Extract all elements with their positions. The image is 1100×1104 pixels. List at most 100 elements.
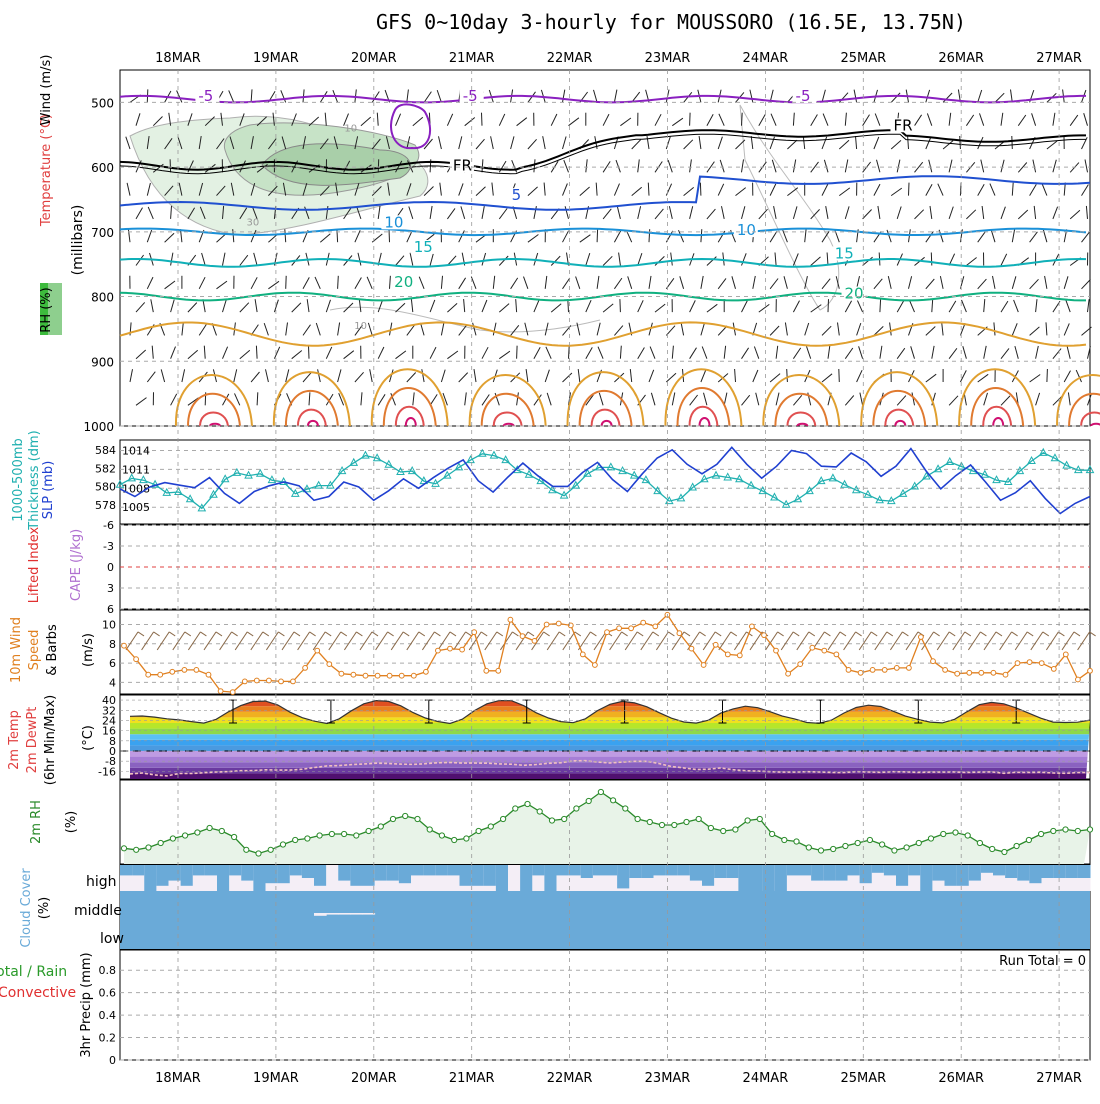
high-cloud-bar	[144, 865, 157, 891]
high-cloud-bar	[520, 865, 533, 891]
svg-text:2m Temp: 2m Temp	[7, 710, 22, 770]
wind10m-marker	[122, 643, 127, 648]
svg-text:Speed: Speed	[27, 630, 42, 671]
wind10m-marker	[991, 670, 996, 675]
middle-cloud-gap	[314, 913, 327, 916]
wind-barb	[828, 299, 829, 312]
rh2m-marker	[598, 789, 603, 794]
wind10m-marker	[568, 623, 573, 628]
high-cloud-bar	[302, 865, 315, 878]
wind10m-marker	[580, 652, 585, 657]
high-cloud-bar	[290, 865, 303, 875]
svg-text:RH (%): RH (%)	[39, 287, 54, 332]
wind-tick-label: 6	[109, 657, 116, 670]
wind-barb	[960, 136, 961, 149]
wind10m-marker	[303, 666, 308, 671]
high-cloud-bar	[860, 865, 873, 883]
rh2m-marker	[586, 798, 591, 803]
wind10m-marker	[254, 678, 259, 683]
wind10m-marker	[713, 642, 718, 647]
rh2m-marker	[782, 837, 787, 842]
high-cloud-bar	[629, 865, 642, 878]
precip-tick-label: 0.4	[99, 1009, 117, 1022]
isotherm-label: FR	[453, 156, 472, 174]
high-cloud-bar	[496, 865, 509, 891]
rh2m-marker	[941, 831, 946, 836]
wind10m-marker	[907, 666, 912, 671]
rh2m-marker	[965, 833, 970, 838]
wind-barb	[170, 159, 171, 172]
rh2m-marker	[904, 845, 909, 850]
wind10m-marker	[544, 622, 549, 627]
wind-barb	[1047, 369, 1048, 382]
high-cloud-bar	[763, 865, 776, 891]
wind10m-marker	[617, 626, 622, 631]
high-cloud-bar	[678, 865, 691, 875]
high-cloud-bar	[751, 865, 764, 891]
wind10m-marker	[737, 653, 742, 658]
high-cloud-clear	[508, 865, 521, 891]
thickness-tick-label: 578	[95, 499, 116, 512]
wind10m-axis-label-3: & Barbs	[45, 624, 60, 676]
wind10m-marker	[436, 648, 441, 653]
rh2m-marker	[880, 842, 885, 847]
wind10m-marker	[230, 690, 235, 695]
high-cloud-bar	[132, 865, 145, 875]
x-tick-label-top: 26MAR	[938, 51, 984, 66]
lifted-index-tick-label: -3	[103, 540, 114, 553]
slp-tick-label: 1011	[122, 463, 150, 476]
svg-text:Cloud Cover: Cloud Cover	[19, 868, 34, 948]
wind-barb	[931, 253, 932, 266]
pressure-tick-label: 800	[91, 291, 114, 305]
pressure-tick-label: 600	[91, 161, 114, 175]
thickness-tick-label: 582	[95, 462, 116, 475]
rh2m-marker	[867, 837, 872, 842]
wind10m-marker	[375, 673, 380, 678]
high-cloud-bar	[229, 865, 242, 875]
high-cloud-bar	[435, 865, 448, 875]
wind-barb	[378, 159, 379, 172]
rh2m-marker	[415, 816, 420, 821]
high-cloud-bar	[714, 865, 727, 878]
rh2m-marker	[207, 825, 212, 830]
isotherm-label: 15	[835, 244, 854, 262]
wind-barb	[839, 369, 840, 382]
isotherm-label: 10	[384, 213, 403, 231]
precip-tick-label: 0.2	[99, 1032, 117, 1045]
temp-band	[120, 723, 1090, 729]
chart-title: GFS 0~10day 3-hourly for MOUSSORO (16.5E…	[376, 10, 966, 34]
x-tick-label-top: 19MAR	[253, 51, 299, 66]
svg-text:(m/s): (m/s)	[81, 633, 96, 667]
high-cloud-bar	[1066, 865, 1079, 878]
wind10m-marker	[556, 621, 561, 626]
wind10m-marker	[411, 673, 416, 678]
wind10m-marker	[424, 669, 429, 674]
rh2m-marker	[684, 819, 689, 824]
wind10m-marker	[677, 631, 682, 636]
rh2m-marker	[378, 824, 383, 829]
wind10m-marker	[786, 671, 791, 676]
rh2m-marker	[794, 839, 799, 844]
high-cloud-bar	[156, 865, 169, 886]
high-cloud-bar	[399, 865, 412, 883]
x-tick-label-bottom: 18MAR	[155, 1071, 201, 1086]
wind10m-marker	[1063, 652, 1068, 657]
wind-barb	[690, 113, 691, 126]
x-tick-label-top: 20MAR	[351, 51, 397, 66]
wind10m-marker	[593, 663, 598, 668]
rh2m-marker	[219, 828, 224, 833]
wind10m-marker	[279, 679, 284, 684]
wind-barb	[338, 276, 339, 289]
x-tick-label-bottom: 23MAR	[645, 1071, 691, 1086]
cloud-level-middle: middle	[74, 903, 122, 919]
isotherm-label: FR	[893, 116, 912, 134]
rh2m-marker	[1014, 843, 1019, 848]
rh2m-marker	[439, 833, 444, 838]
panel-frame-slp	[120, 440, 1090, 524]
wind10m-axis-label-1: 10m Wind	[9, 617, 24, 683]
high-cloud-bar	[593, 865, 606, 875]
pressure-tick-label: 1000	[83, 420, 114, 434]
rh2m-marker	[549, 818, 554, 823]
